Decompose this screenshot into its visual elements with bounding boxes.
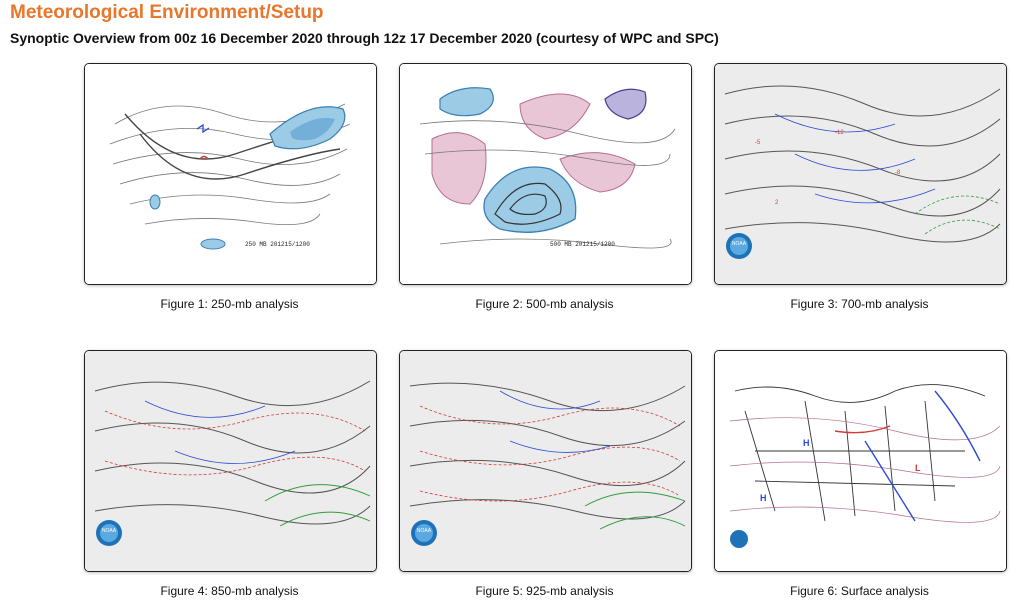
figure-6-caption: Figure 6: Surface analysis xyxy=(790,584,929,598)
figure-3-image[interactable]: -5 -12 -8 2 NOAA xyxy=(714,63,1007,285)
figure-4-image[interactable]: NOAA xyxy=(84,350,377,572)
figure-4-caption: Figure 4: 850-mb analysis xyxy=(160,584,299,598)
figure-1-image[interactable]: 250 MB 201215/1200 xyxy=(84,63,377,285)
figure-2-image[interactable]: 500 MB 201215/1200 xyxy=(399,63,692,285)
figure-3-logo-text: NOAA xyxy=(732,241,747,247)
svg-text:2: 2 xyxy=(775,200,779,206)
figure-5-caption: Figure 5: 925-mb analysis xyxy=(475,584,614,598)
figure-5-image[interactable]: NOAA xyxy=(399,350,692,572)
svg-text:H: H xyxy=(760,493,767,503)
svg-text:-5: -5 xyxy=(755,140,761,146)
svg-text:L: L xyxy=(915,463,921,473)
svg-text:-8: -8 xyxy=(895,170,901,176)
page-subtitle: Synoptic Overview from 00z 16 December 2… xyxy=(10,30,719,46)
page-title: Meteorological Environment/Setup xyxy=(10,2,324,23)
figure-1-caption: Figure 1: 250-mb analysis xyxy=(160,297,299,311)
figure-5-logo-text: NOAA xyxy=(417,528,432,534)
figure-2-caption: Figure 2: 500-mb analysis xyxy=(475,297,614,311)
figure-3-caption: Figure 3: 700-mb analysis xyxy=(790,297,929,311)
svg-text:H: H xyxy=(803,438,810,448)
figure-2-map-label: 500 MB 201215/1200 xyxy=(550,241,615,248)
figure-6-image[interactable]: H H L xyxy=(714,350,1007,572)
figure-1-map-label: 250 MB 201215/1200 xyxy=(245,241,310,248)
figure-4-logo-text: NOAA xyxy=(102,528,117,534)
svg-text:-12: -12 xyxy=(835,130,844,136)
